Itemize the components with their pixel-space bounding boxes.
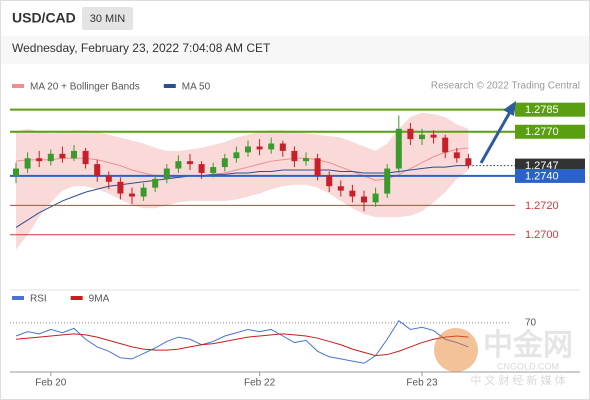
candle-body [117,181,124,194]
candle-body [163,168,170,179]
watermark-url: CNGOLD.COM [497,361,559,371]
candle-body [256,146,263,150]
candle-body [175,161,182,169]
candle-body [221,158,228,168]
candle-body [94,164,101,176]
candle-body [233,152,240,159]
candle-body [210,167,217,173]
timeframe-box [82,7,133,30]
x-tick-label: Feb 23 [406,378,438,389]
candle-body [395,128,402,169]
candle-body [326,175,333,187]
candle-body [47,153,54,162]
candle-body [453,152,460,159]
legend-swatch [12,296,24,300]
legend-label: MA 20 + Bollinger Bands [30,82,140,93]
level-label: 1.2785 [525,104,559,116]
timeframe: 30 MIN [90,13,126,25]
legend-label: RSI [30,294,47,305]
date-band [1,36,589,64]
candle-body [303,158,309,162]
candle-body [337,186,344,191]
level-box [515,124,585,139]
candle-body [314,158,321,176]
candle-body [407,128,414,140]
symbol: USD/CAD [12,10,76,26]
candle-body [372,193,379,203]
credit: Research © 2022 Trading Central [431,81,580,92]
candle-body [129,193,135,197]
candle-body [140,187,147,197]
candle-body [291,150,298,162]
candle-body [279,143,286,151]
forecast-arrow [479,111,512,164]
candle-body [59,153,66,159]
candle-body [13,168,19,176]
candle-body [152,178,159,188]
forecast-arrowhead [503,101,516,116]
candle-body [198,164,205,173]
x-tick-label: Feb 20 [35,378,67,389]
ma-line [15,165,469,228]
candle-body [82,150,89,165]
bollinger-band [16,112,469,250]
candle-body [187,161,193,165]
candle-body [465,158,472,166]
candle-body [361,196,367,203]
y-tick-label: 70 [525,318,537,329]
watermark-slogan: 中 文 财 经 新 媒 体 [470,373,565,387]
legend-swatch [163,84,176,88]
level-label: 1.2740 [525,170,559,182]
candle-body [245,146,251,153]
level-label: 1.2700 [525,229,559,241]
rsi-line [15,333,469,357]
candle-body [430,134,437,138]
candle-body [268,143,275,150]
legend-label: MA 50 [182,82,211,93]
candle-body [384,168,391,194]
watermark-logo [434,328,478,372]
level-box [515,102,585,117]
level-box [515,168,585,183]
candle-body [419,134,425,140]
legend-label: 9MA [89,294,110,305]
level-label: 1.2770 [525,126,559,138]
datetime: Wednesday, February 23, 2022 7:04:08 AM … [12,41,271,55]
candle-body [105,175,112,182]
candle-body [71,150,77,159]
candle-body [24,158,31,169]
candle-body [349,190,356,197]
candle-body [36,158,43,162]
rsi-line [15,320,469,364]
watermark-name: 中金网 [483,328,573,362]
legend-swatch [12,84,24,88]
level-label: 1.2720 [525,200,559,212]
candle-body [442,137,449,153]
watermark: 中金网 CNGOLD.COM 中 文 财 经 新 媒 体 [434,328,573,387]
legend-swatch [70,296,83,300]
x-tick-label: Feb 22 [244,378,276,389]
